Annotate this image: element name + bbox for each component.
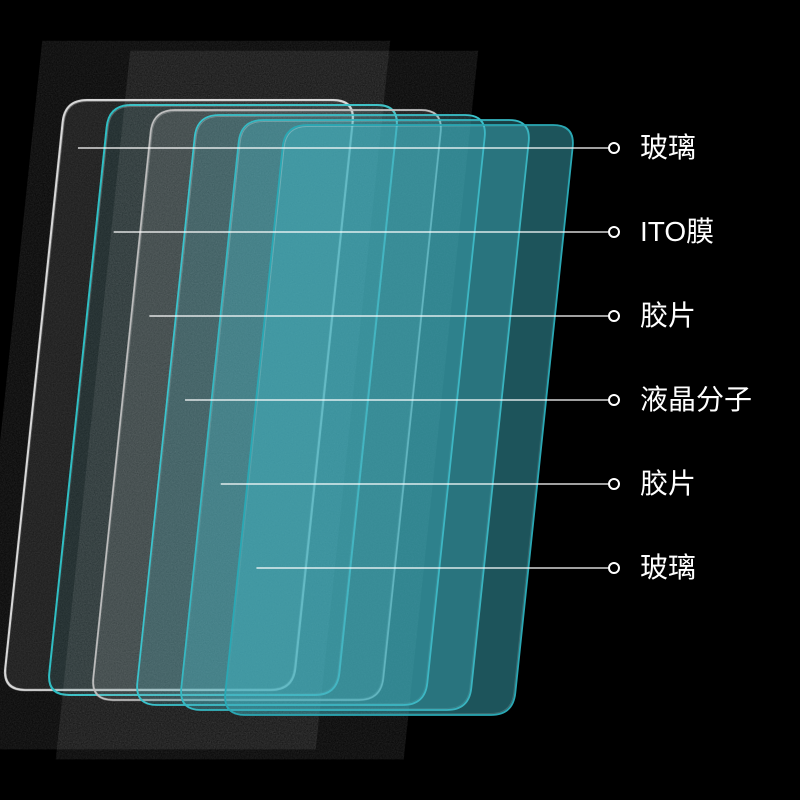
lcd-layer-diagram: { "diagram": { "type": "layered-exploded…	[0, 0, 800, 800]
leader-dot-glass-front	[608, 142, 620, 154]
leader-dot-ito-film	[608, 226, 620, 238]
layer-label-lc-molecules: 液晶分子	[640, 386, 752, 414]
layer-label-glass-front: 玻璃	[640, 134, 696, 162]
layer-label-film-2: 胶片	[640, 470, 696, 498]
layer-label-film-1: 胶片	[640, 302, 696, 330]
leader-dot-film-2	[608, 478, 620, 490]
layer-glass-back	[223, 125, 575, 715]
layer-label-glass-back: 玻璃	[640, 554, 696, 582]
leader-dot-film-1	[608, 310, 620, 322]
leader-dot-glass-back	[608, 562, 620, 574]
layer-label-ito-film: ITO膜	[640, 218, 714, 246]
leader-dot-lc-molecules	[608, 394, 620, 406]
